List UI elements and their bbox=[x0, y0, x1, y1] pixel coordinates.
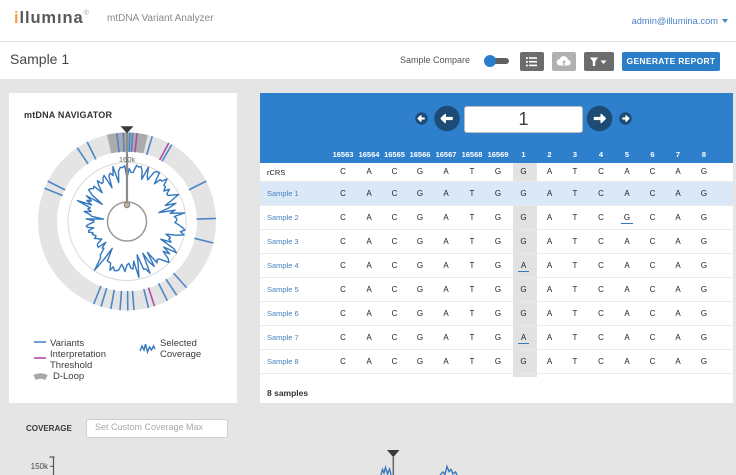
svg-text:150k: 150k bbox=[31, 462, 49, 471]
svg-text:160k: 160k bbox=[119, 155, 136, 164]
